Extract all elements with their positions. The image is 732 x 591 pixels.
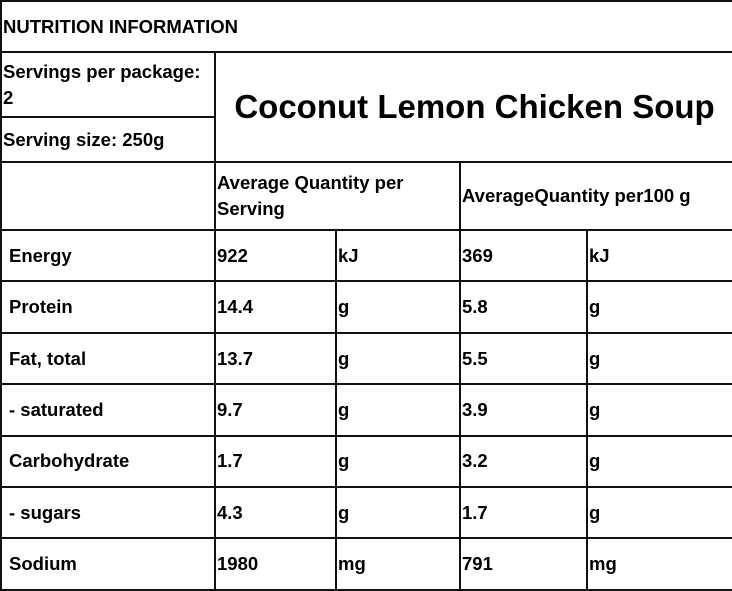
empty-header-cell <box>0 161 216 231</box>
per-serving-value: 13.7 <box>214 331 337 386</box>
serving-size: Serving size: 250g <box>0 116 216 163</box>
per-100g-value: 791 <box>459 537 588 591</box>
nutrient-name: - saturated <box>0 383 216 437</box>
table-row: Sodium 1980 mg 791 mg <box>0 537 732 591</box>
per-100g-value: 3.2 <box>459 434 588 488</box>
table-row: Energy 922 kJ 369 kJ <box>0 228 732 283</box>
per-100g-unit: kJ <box>585 228 732 283</box>
per-100g-unit: g <box>585 331 732 386</box>
nutrient-name: Sodium <box>0 537 216 591</box>
nutrient-name: Carbohydrate <box>0 434 216 488</box>
table-row: Fat, total 13.7 g 5.5 g <box>0 331 732 386</box>
per-serving-unit: mg <box>335 537 461 591</box>
per-serving-unit: g <box>335 485 461 540</box>
product-title: Coconut Lemon Chicken Soup <box>213 51 732 163</box>
table-row: Protein 14.4 g 5.8 g <box>0 280 732 334</box>
per-100g-value: 1.7 <box>459 485 588 540</box>
per-serving-unit: g <box>335 331 461 386</box>
servings-per-package: Servings per package: 2 <box>0 51 216 118</box>
per-serving-value: 922 <box>214 228 337 283</box>
per-100g-value: 5.8 <box>459 280 588 334</box>
per-serving-unit: kJ <box>335 228 461 283</box>
per-100g-header: AverageQuantity per100 g <box>458 161 732 231</box>
table-row: - sugars 4.3 g 1.7 g <box>0 485 732 540</box>
per-serving-unit: g <box>335 280 461 334</box>
per-serving-unit: g <box>335 434 461 488</box>
per-serving-value: 9.7 <box>214 383 337 437</box>
table-header: NUTRITION INFORMATION <box>0 0 732 53</box>
per-100g-value: 369 <box>459 228 588 283</box>
per-100g-value: 5.5 <box>459 331 588 386</box>
nutrient-name: Energy <box>0 228 216 283</box>
per-serving-value: 1980 <box>214 537 337 591</box>
per-100g-value: 3.9 <box>459 383 588 437</box>
per-100g-unit: g <box>585 383 732 437</box>
per-100g-unit: g <box>585 485 732 540</box>
table-row: Carbohydrate 1.7 g 3.2 g <box>0 434 732 488</box>
per-serving-value: 4.3 <box>214 485 337 540</box>
per-serving-unit: g <box>335 383 461 437</box>
per-serving-header: Average Quantity per Serving <box>214 161 461 231</box>
per-100g-unit: g <box>585 280 732 334</box>
table-row: - saturated 9.7 g 3.9 g <box>0 383 732 437</box>
nutrient-name: - sugars <box>0 485 216 540</box>
per-serving-value: 14.4 <box>214 280 337 334</box>
per-serving-value: 1.7 <box>214 434 337 488</box>
nutrient-name: Fat, total <box>0 331 216 386</box>
per-100g-unit: g <box>585 434 732 488</box>
nutrient-name: Protein <box>0 280 216 334</box>
per-100g-unit: mg <box>585 537 732 591</box>
